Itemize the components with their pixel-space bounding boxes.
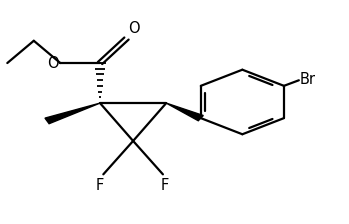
Text: O: O — [47, 56, 59, 71]
Text: F: F — [96, 178, 104, 193]
Polygon shape — [45, 103, 100, 124]
Text: O: O — [128, 21, 140, 36]
Polygon shape — [166, 103, 203, 121]
Text: F: F — [161, 178, 169, 193]
Text: Br: Br — [300, 72, 316, 87]
